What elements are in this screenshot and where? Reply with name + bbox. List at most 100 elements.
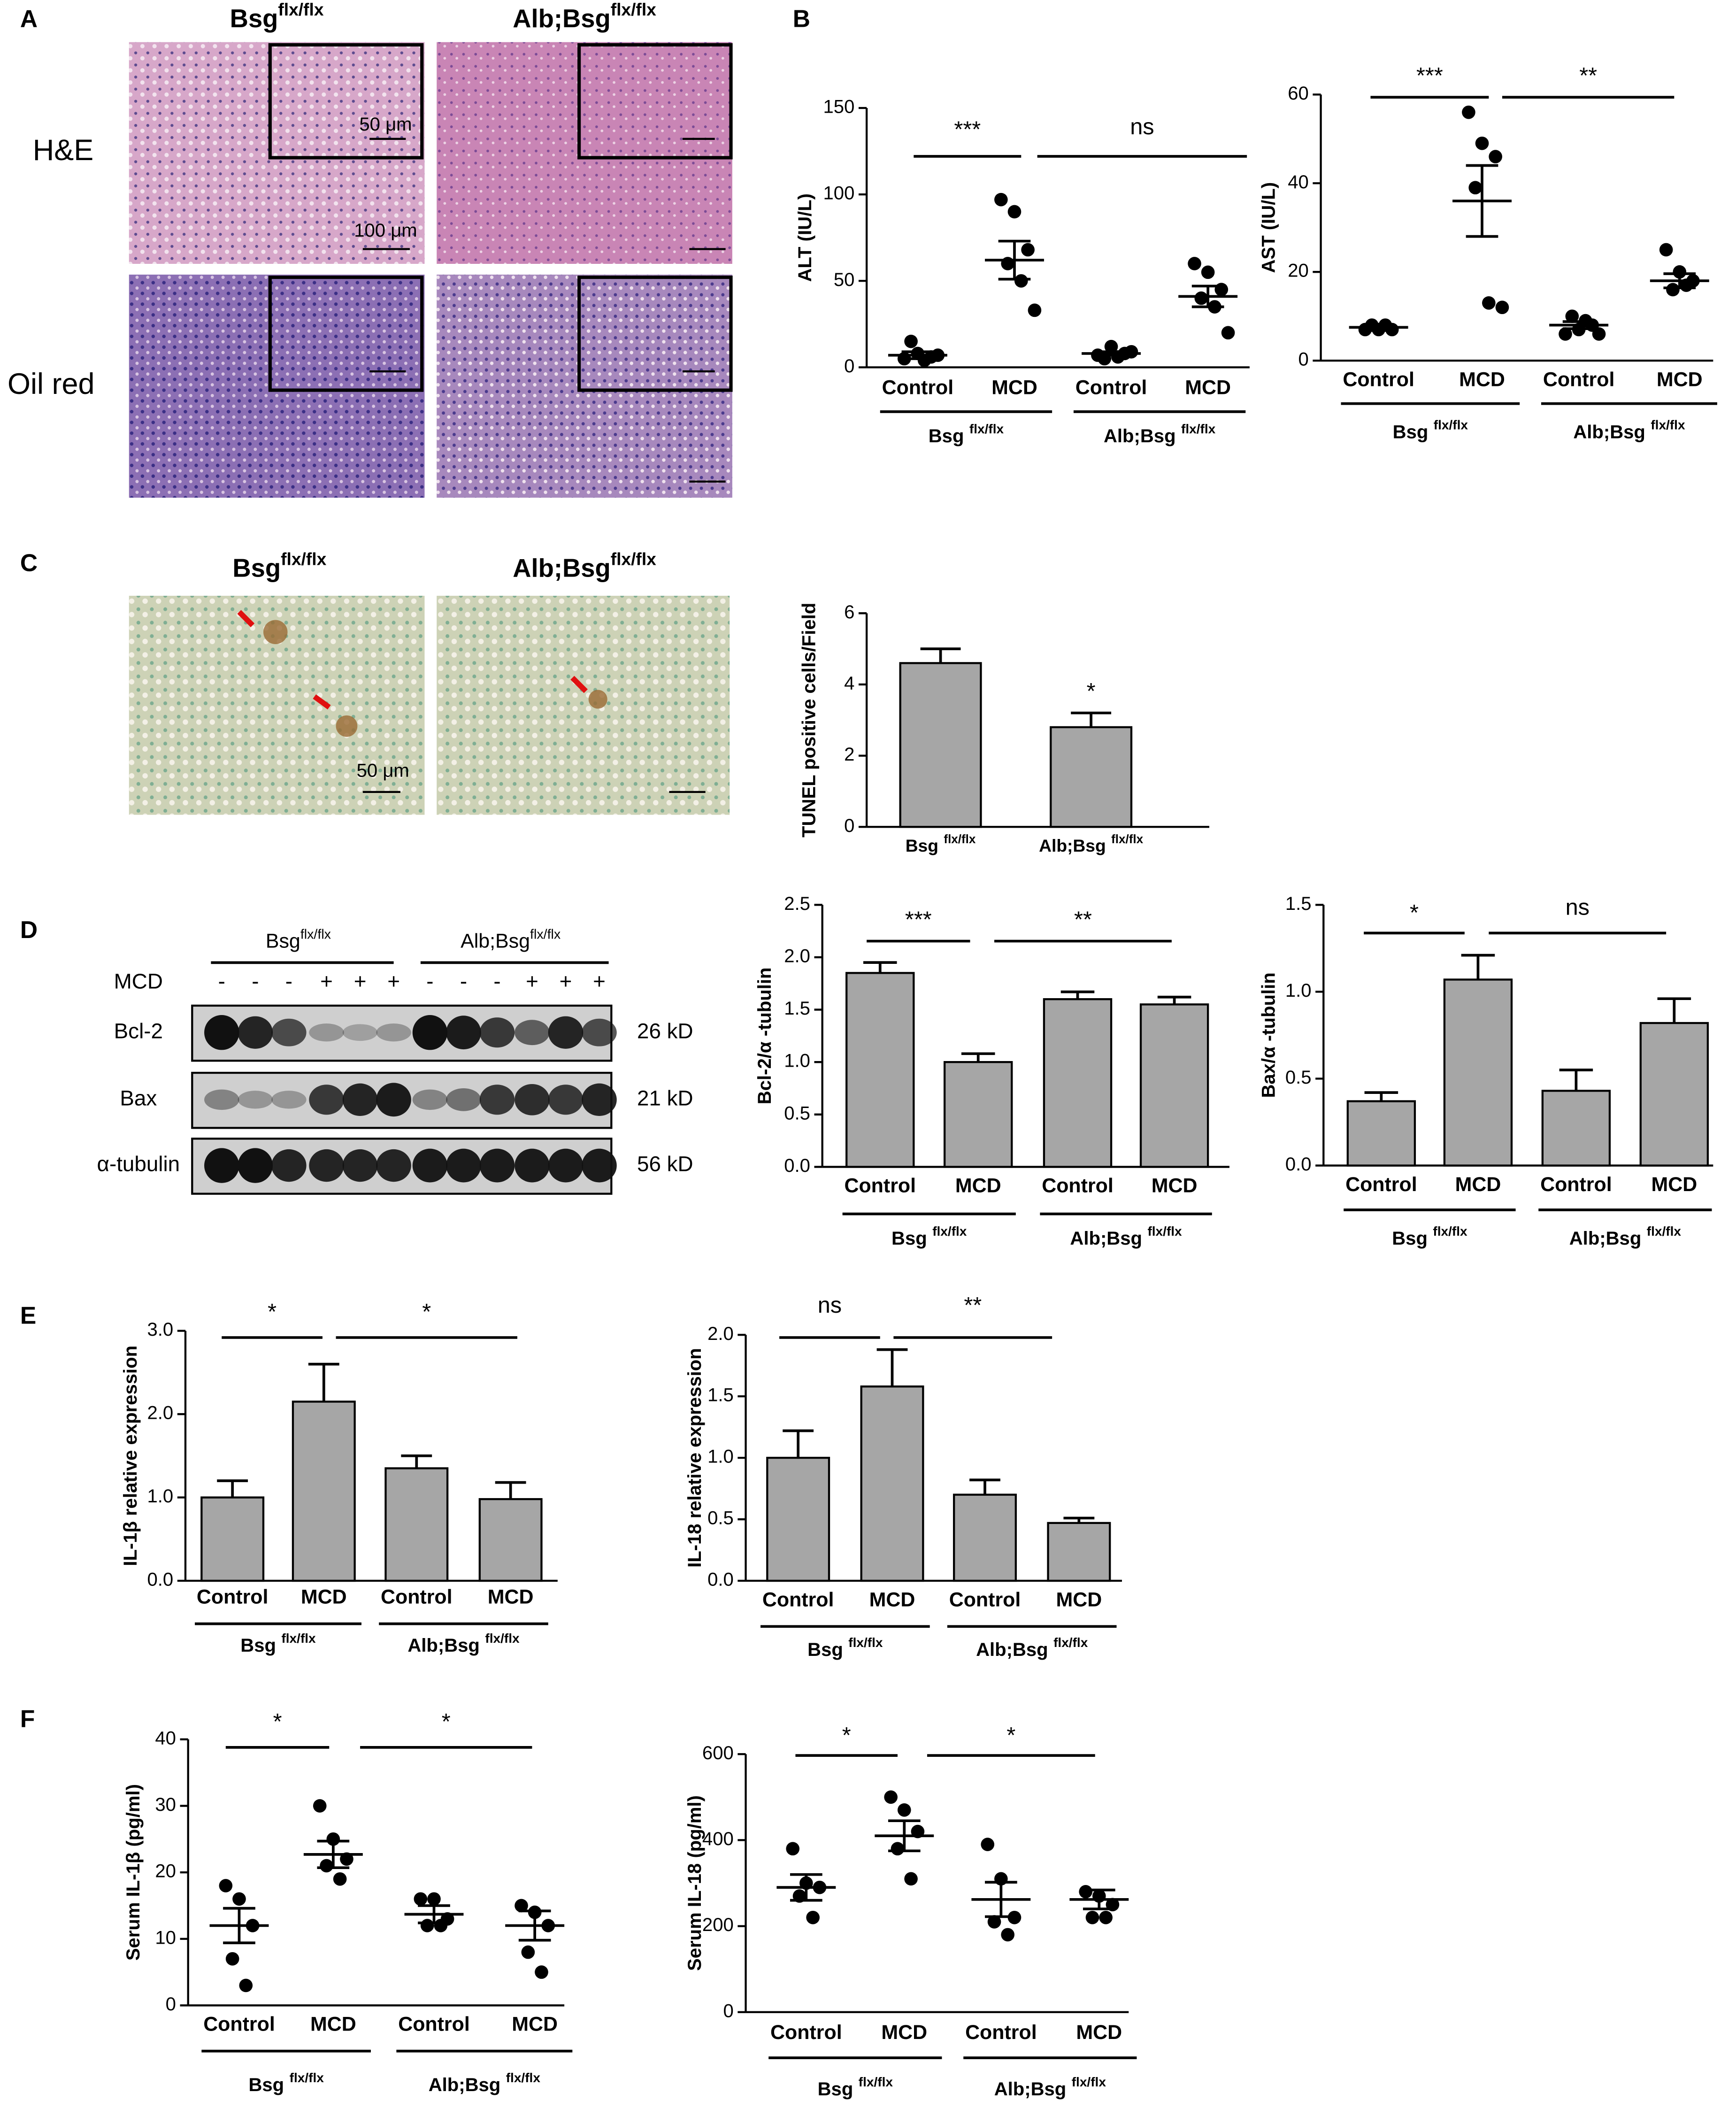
- y-tick-label: 0: [166, 1994, 176, 2015]
- row-label: H&E: [33, 134, 93, 167]
- y-axis-label: AST (IU/L): [1258, 182, 1279, 273]
- group-label: Bsg flx/flx: [1392, 1224, 1467, 1249]
- x-tick-label: MCD: [512, 2013, 558, 2036]
- x-tick-label: Control: [1543, 368, 1615, 391]
- point: [1085, 1910, 1099, 1924]
- y-tick-label: 1.5: [707, 1385, 734, 1406]
- name: Bsg: [906, 836, 938, 855]
- panel-a: A Bsgflx/flx Alb;Bsgflx/flx H&E Oil red …: [8, 0, 733, 498]
- point: [420, 1919, 434, 1932]
- name: Alb;Bsg: [1039, 836, 1106, 855]
- lane-sign: +: [387, 969, 400, 993]
- point: [1124, 345, 1138, 359]
- lane-sign: +: [320, 969, 333, 993]
- sup: flx/flx: [290, 2070, 324, 2085]
- group-label: Alb;Bsg flx/flx: [429, 2070, 541, 2095]
- point: [1194, 291, 1208, 305]
- band: [515, 1084, 550, 1116]
- y-tick-label: 0.5: [784, 1103, 810, 1123]
- lane-sign: -: [460, 969, 467, 993]
- band: [548, 1148, 584, 1183]
- sup: flx/flx: [530, 927, 561, 942]
- arrows: [237, 610, 588, 710]
- sup: flx/flx: [1072, 2075, 1106, 2089]
- y-axis-label: TUNEL positive cells/Field: [799, 603, 820, 838]
- point: [994, 192, 1008, 207]
- x-tick-label: MCD: [881, 2021, 927, 2044]
- bar: [384, 1467, 449, 1582]
- blot: - - - + + + - - - + + + Bcl-2 26 kD Bax 21 kD α-tubulin 5…: [97, 969, 693, 1195]
- sup: flx/flx: [281, 1631, 316, 1646]
- significance: ns: [1130, 114, 1154, 139]
- point: [1079, 1885, 1092, 1899]
- sup: flx/flx: [300, 927, 331, 942]
- chart: TUNEL positive cells/Field 0 2 4 6 *: [799, 602, 1210, 838]
- x-tick-label: MCD: [1459, 368, 1505, 391]
- significance: **: [1074, 907, 1092, 932]
- band: [412, 1089, 448, 1110]
- lane-sign: -: [493, 969, 500, 993]
- significance: *: [273, 1709, 282, 1734]
- band: [479, 1148, 515, 1183]
- scale-bars: [362, 138, 726, 483]
- band: [271, 1091, 307, 1109]
- band: [342, 1024, 378, 1041]
- name: Bsg: [1393, 422, 1429, 442]
- point: [515, 1899, 528, 1913]
- band: [376, 1023, 411, 1042]
- y-tick-label: 2.0: [784, 946, 810, 966]
- name: Alb;Bsg: [1104, 426, 1176, 446]
- point: [917, 354, 931, 367]
- band: [446, 1148, 481, 1183]
- sup: flx/flx: [611, 549, 656, 569]
- scale-label: 50 μm: [359, 114, 412, 135]
- panel-label: A: [20, 5, 38, 32]
- row-label: Oil red: [8, 368, 94, 400]
- band-size: 21 kD: [637, 1086, 693, 1110]
- x-tick-label: MCD: [1651, 1173, 1697, 1196]
- y-tick-label: 1.0: [1285, 980, 1312, 1001]
- point: [1475, 136, 1489, 150]
- band: [342, 1149, 378, 1182]
- x-tick-label: Control: [882, 377, 954, 399]
- point: [225, 1952, 239, 1966]
- point: [891, 1842, 905, 1856]
- point: [313, 1799, 327, 1813]
- chart: Bcl-2/α -tubulin 0.0 0.5 1.0 1.5 2.0 2.5 Contro…: [754, 893, 1229, 1216]
- bar: [1346, 1100, 1416, 1167]
- point: [434, 1919, 448, 1932]
- micrograph: [437, 595, 730, 815]
- point: [884, 1790, 898, 1804]
- significance: *: [842, 1723, 851, 1748]
- significance: ***: [954, 116, 981, 142]
- x-tick-label: MCD: [1455, 1173, 1501, 1196]
- bar: [200, 1496, 265, 1582]
- sup: flx/flx: [969, 422, 1004, 436]
- column-title: Alb;Bsgflx/flx: [513, 0, 656, 33]
- band: [548, 1016, 584, 1049]
- y-tick-label: 60: [1288, 83, 1309, 104]
- y-tick-label: 20: [1288, 261, 1309, 281]
- point: [1001, 1928, 1014, 1942]
- x-tick-label: Control: [1343, 368, 1414, 391]
- significance: *: [1410, 900, 1419, 925]
- x-tick-label: Control: [965, 2021, 1037, 2044]
- chart: ALT (IU/L) 0 50 100 150 Control MCD Control MCD *…: [795, 97, 1250, 413]
- bar: [845, 972, 915, 1168]
- point: [897, 1803, 911, 1817]
- y-tick-label: 0: [844, 356, 854, 377]
- point: [1673, 265, 1687, 279]
- name: Alb;Bsg: [513, 4, 610, 33]
- y-tick-label: 0.0: [1285, 1154, 1312, 1175]
- y-axis-label: IL-18 relative expression: [684, 1348, 705, 1568]
- point: [1495, 300, 1509, 315]
- sup: flx/flx: [1111, 832, 1144, 846]
- point: [1014, 274, 1028, 288]
- name: Alb;Bsg: [976, 1639, 1048, 1660]
- x-tick-label: Bsg flx/flx: [906, 832, 976, 855]
- bar: [1050, 726, 1133, 828]
- point: [333, 1872, 347, 1886]
- bar: [1139, 1003, 1209, 1168]
- chart: Bax/α -tubulin 0.0 0.5 1.0 1.5 Control MCD Cont…: [1258, 893, 1713, 1211]
